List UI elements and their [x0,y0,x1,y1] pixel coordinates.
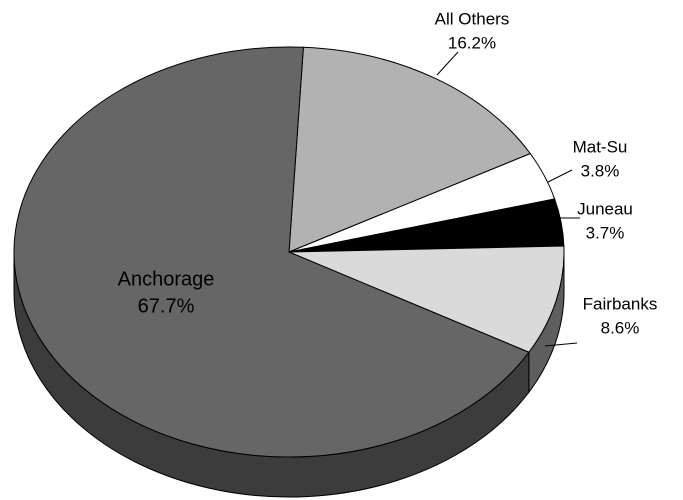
slice-label: Mat-Su [573,137,628,156]
slice-value: 3.8% [581,161,620,180]
slice-value: 8.6% [601,318,640,337]
leader-line [544,342,578,347]
slice-value: 16.2% [448,33,496,52]
slice-label: All Others [435,9,510,28]
pie-slice [288,245,565,353]
slice-label: Anchorage [118,268,215,290]
slice-value: 67.7% [138,295,195,317]
pie-slice [288,46,532,253]
slice-label: Juneau [577,199,633,218]
pie-slice [13,46,530,458]
slice-label: Fairbanks [583,294,658,313]
leader-line [547,169,573,183]
slice-value: 3.7% [586,223,625,242]
leader-line [436,51,459,76]
